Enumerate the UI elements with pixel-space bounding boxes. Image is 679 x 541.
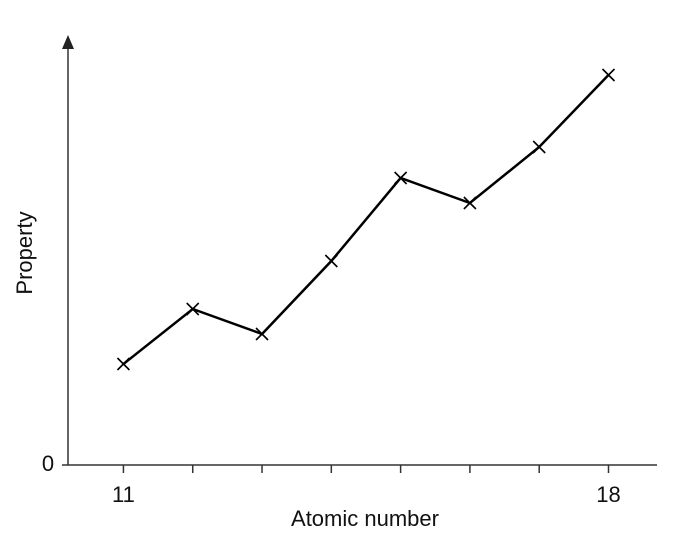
data-line <box>122 74 610 365</box>
y-axis-label: Property <box>12 211 37 294</box>
data-marker <box>255 327 269 341</box>
data-marker <box>532 140 546 154</box>
data-marker <box>601 68 616 82</box>
data-marker <box>186 302 200 316</box>
x-tick-label: 18 <box>596 482 620 507</box>
data-marker <box>324 254 338 268</box>
y-axis-arrow <box>62 35 74 49</box>
data-marker <box>116 357 131 371</box>
x-tick-label: 11 <box>112 482 135 507</box>
y-tick-label: 0 <box>42 451 54 476</box>
data-marker <box>463 196 477 210</box>
data-marker <box>394 171 408 185</box>
x-axis-label: Atomic number <box>291 506 439 531</box>
